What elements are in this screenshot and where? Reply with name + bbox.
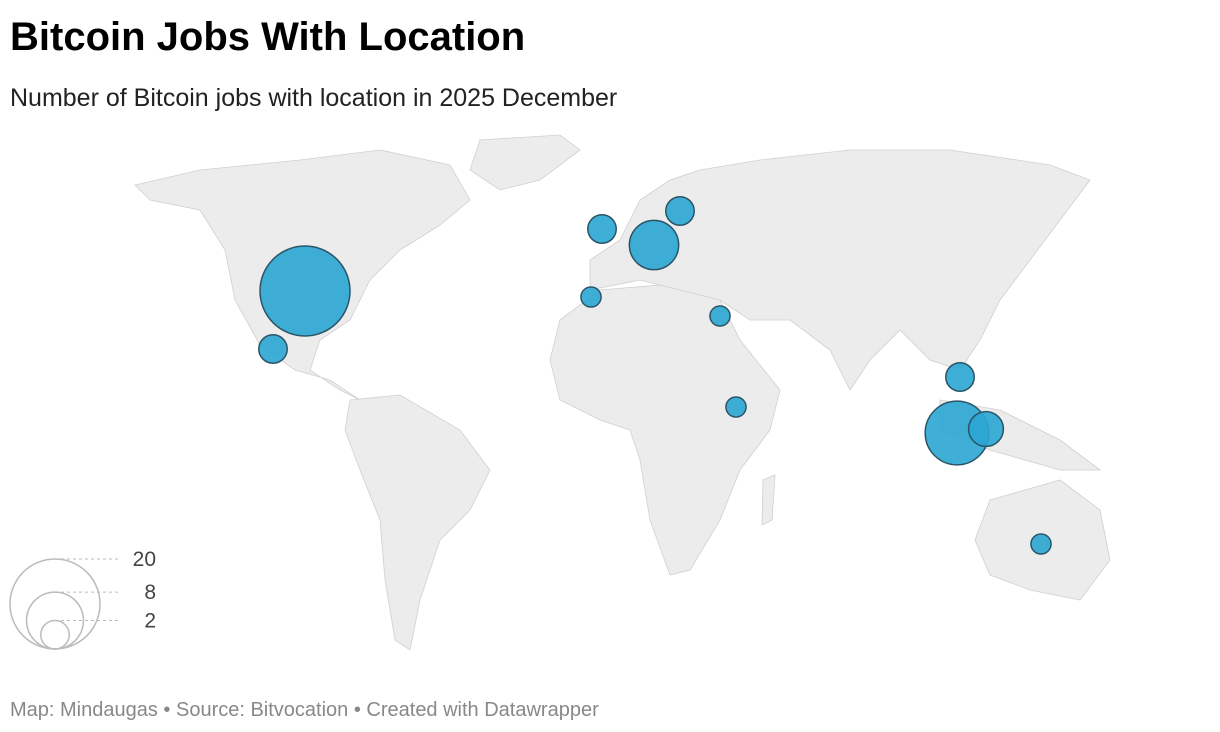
legend-label: 2 — [144, 610, 156, 633]
bubble — [580, 286, 602, 308]
bubble — [259, 245, 351, 337]
bubble — [258, 334, 288, 364]
bubble — [587, 214, 617, 244]
base-map — [134, 134, 1111, 651]
footer: Map: Mindaugas • Source: Bitvocation • C… — [10, 699, 599, 721]
bubble — [709, 305, 731, 327]
bubble — [725, 396, 747, 418]
title: Bitcoin Jobs With Location — [10, 15, 525, 59]
legend-circle — [40, 619, 70, 650]
bubbles — [258, 196, 1052, 555]
bubble — [665, 196, 695, 226]
legend-label: 20 — [133, 548, 156, 571]
legend-circle — [9, 558, 101, 650]
subtitle: Number of Bitcoin jobs with location in … — [10, 84, 617, 112]
legend-label: 8 — [144, 581, 156, 604]
bubble — [967, 410, 1005, 448]
bubble — [1030, 533, 1052, 555]
bubble — [945, 362, 975, 392]
bubble — [628, 219, 680, 271]
